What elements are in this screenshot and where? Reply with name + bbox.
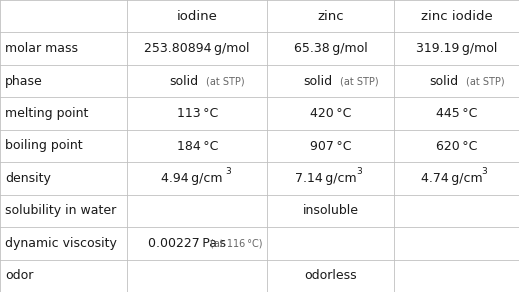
Text: boiling point: boiling point bbox=[5, 140, 83, 152]
Text: (at STP): (at STP) bbox=[466, 76, 504, 86]
Text: 4.74 g/cm: 4.74 g/cm bbox=[421, 172, 482, 185]
Text: melting point: melting point bbox=[5, 107, 89, 120]
Text: odorless: odorless bbox=[305, 269, 357, 282]
Text: phase: phase bbox=[5, 75, 43, 88]
Text: 0.00227 Pa s: 0.00227 Pa s bbox=[148, 237, 226, 250]
Text: 113 °C: 113 °C bbox=[176, 107, 218, 120]
Text: zinc iodide: zinc iodide bbox=[421, 10, 493, 23]
Text: 620 °C: 620 °C bbox=[436, 140, 477, 152]
Text: (at 116 °C): (at 116 °C) bbox=[210, 238, 263, 248]
Text: 907 °C: 907 °C bbox=[310, 140, 351, 152]
Text: 3: 3 bbox=[225, 167, 231, 176]
Text: 4.94 g/cm: 4.94 g/cm bbox=[161, 172, 223, 185]
Text: 319.19 g/mol: 319.19 g/mol bbox=[416, 42, 497, 55]
Text: (at STP): (at STP) bbox=[207, 76, 245, 86]
Text: 3: 3 bbox=[481, 167, 487, 176]
Text: 184 °C: 184 °C bbox=[176, 140, 218, 152]
Text: odor: odor bbox=[5, 269, 34, 282]
Text: dynamic viscosity: dynamic viscosity bbox=[5, 237, 117, 250]
Text: iodine: iodine bbox=[177, 10, 217, 23]
Text: 65.38 g/mol: 65.38 g/mol bbox=[294, 42, 368, 55]
Text: 445 °C: 445 °C bbox=[436, 107, 477, 120]
Text: zinc: zinc bbox=[318, 10, 344, 23]
Text: molar mass: molar mass bbox=[5, 42, 78, 55]
Text: solid: solid bbox=[170, 75, 199, 88]
Text: solid: solid bbox=[429, 75, 458, 88]
Text: 253.80894 g/mol: 253.80894 g/mol bbox=[144, 42, 250, 55]
Text: insoluble: insoluble bbox=[303, 204, 359, 217]
Text: solid: solid bbox=[303, 75, 333, 88]
Text: (at STP): (at STP) bbox=[340, 76, 379, 86]
Text: solubility in water: solubility in water bbox=[5, 204, 116, 217]
Text: 3: 3 bbox=[356, 167, 362, 176]
Text: 7.14 g/cm: 7.14 g/cm bbox=[295, 172, 357, 185]
Text: 420 °C: 420 °C bbox=[310, 107, 351, 120]
Text: density: density bbox=[5, 172, 51, 185]
